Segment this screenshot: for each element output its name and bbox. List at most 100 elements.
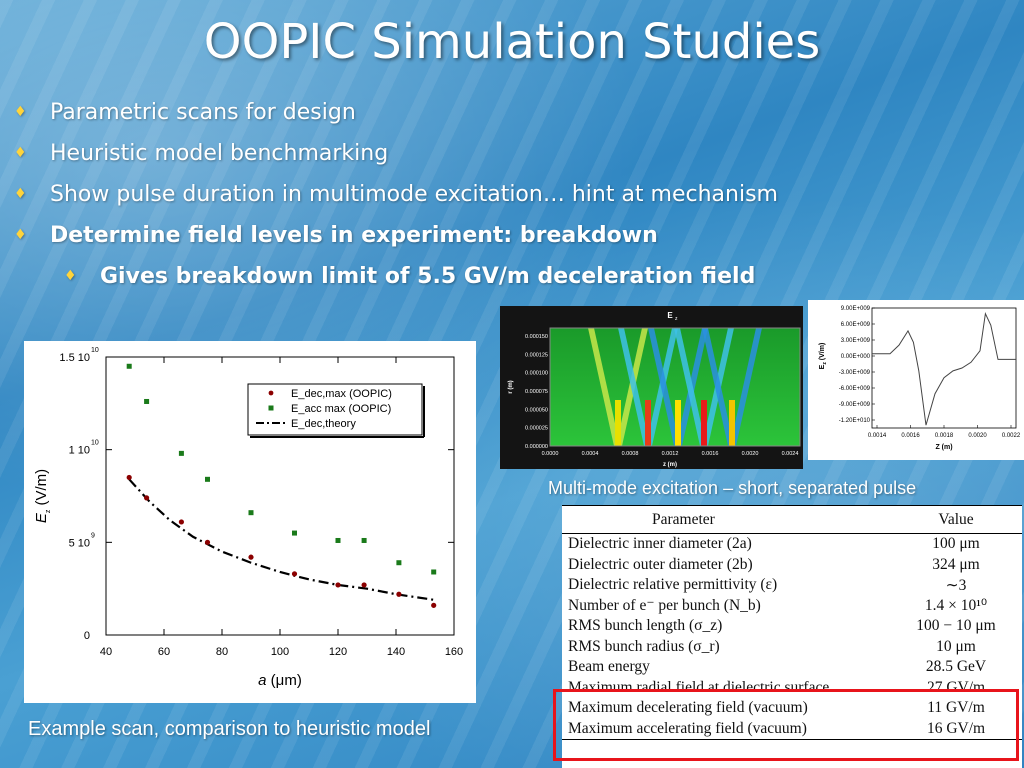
table-cell-value: 16 GV/m (926, 719, 986, 737)
heatmap-y-label: r (m) (508, 380, 514, 393)
acc-data-point (126, 363, 132, 369)
table-row: Maximum decelerating field (vacuum) 11 GV… (562, 698, 1022, 719)
table-cell-value: 100 μm (932, 535, 980, 553)
acc-data-point (178, 450, 184, 456)
table-cell-value: ∼3 (945, 576, 967, 594)
legend: E_dec,max (OOPIC) E_acc max (OOPIC) E_dec,… (247, 383, 425, 438)
diamond-bullet-icon: ♦ (14, 227, 27, 243)
acc-data-point (396, 560, 402, 566)
lineplot-x-tick-label: 0.0020 (968, 433, 987, 439)
parameter-table-panel: Parameter Value Dielectric inner diamete… (562, 505, 1022, 768)
table-cell-value: 1.4 × 10¹⁰ (924, 597, 988, 615)
plot-caption: Example scan, comparison to heuristic mo… (28, 718, 431, 740)
table-cell-value: 28.5 GeV (925, 658, 987, 676)
lineplot-y-tick-label: -3.00E+009 (839, 370, 871, 376)
dec-data-point (431, 602, 437, 608)
theory-curve (128, 478, 434, 601)
heatmap-title: E (667, 311, 673, 320)
heatmap-y-tick-label: 0.000100 (525, 371, 548, 377)
acc-data-point (144, 398, 150, 404)
dec-data-point (335, 582, 341, 588)
table-row: RMS bunch length (σ_z) 100 − 10 μm (562, 616, 1022, 637)
x-tick-label: 80 (216, 646, 228, 658)
field-wave-stripe (618, 328, 650, 446)
scatter-plot-panel: 40 60 80 100 120 140 160 0 5 10 9 1 10 10 1.5 10 10 a … (24, 341, 476, 703)
bullet-item: ♦ Determine field levels in experiment: b… (12, 215, 778, 256)
x-tick-label: 60 (158, 646, 170, 658)
y-tick-label: 0 (84, 630, 90, 642)
highlight-box (553, 689, 1019, 761)
x-axis-label: a (μm) (258, 672, 302, 689)
dec-data-point (396, 591, 402, 597)
y-axis-label: Ez (V/m) (33, 469, 52, 523)
legend-dec-marker (268, 390, 274, 396)
field-wave-stripe (674, 328, 706, 446)
heatmap-x-tick-label: 0.0000 (542, 451, 559, 457)
lineplot-x-tick-label: 0.0022 (1002, 433, 1021, 439)
y-tick-exponent: 9 (91, 532, 95, 539)
lineplot-y-label: Ez (V/m) (819, 343, 828, 370)
legend-dec-label: E_dec,max (OOPIC) (291, 388, 392, 400)
table-row: Dielectric inner diameter (2a) 100 μm (562, 534, 1022, 555)
lineplot-x-tick-label: 0.0016 (901, 433, 920, 439)
x-tick-label: 160 (445, 646, 463, 658)
slide-title: OOPIC Simulation Studies (203, 14, 821, 70)
diamond-bullet-icon: ♦ (14, 104, 27, 120)
diamond-bullet-icon: ♦ (14, 145, 27, 161)
table-row: Dielectric relative permittivity (ε) ∼3 (562, 575, 1022, 596)
table-cell-value: 11 GV/m (927, 699, 985, 717)
table-row: Beam energy 28.5 GeV (562, 657, 1022, 678)
acc-data-point (361, 537, 367, 543)
field-profile-curve (872, 312, 1016, 426)
lineplot-y-tick-label: 3.00E+009 (841, 338, 871, 344)
legend-acc-label: E_acc max (OOPIC) (291, 403, 391, 415)
x-tick-label: 100 (271, 646, 289, 658)
heatmap-title-sub: z (675, 316, 678, 322)
dec-data-point (248, 554, 254, 560)
lineplot-y-tick-label: -1.20E+010 (839, 418, 871, 424)
lineplot-x-tick-label: 0.0014 (868, 433, 887, 439)
field-wave-stripe (730, 328, 762, 446)
field-wave-stripe (588, 328, 620, 446)
lineplot-y-tick-label: -6.00E+009 (839, 386, 871, 392)
table-cell-parameter: Maximum decelerating field (vacuum) (568, 699, 808, 717)
bullet-text: Show pulse duration in multimode excitat… (50, 182, 778, 207)
x-tick-label: 40 (100, 646, 112, 658)
heatmap-x-tick-label: 0.0020 (742, 451, 759, 457)
lineplot-x-label: Z (m) (935, 444, 952, 451)
heatmap-x-tick-label: 0.0004 (582, 451, 599, 457)
y-tick-exponent: 10 (91, 440, 99, 447)
table-row: RMS bunch radius (σ_r) 10 μm (562, 637, 1022, 658)
acc-data-point (205, 476, 210, 482)
heatmap-x-tick-label: 0.0008 (622, 451, 639, 457)
y-tick-exponent: 10 (91, 347, 99, 354)
lineplot-x-tick-label: 0.0018 (935, 433, 954, 439)
field-core-stripe (675, 400, 681, 446)
heatmap-x-label: z (m) (663, 462, 677, 468)
table-header-row: Parameter Value (562, 505, 1022, 534)
heatmap-y-tick-label: 0.000050 (525, 407, 548, 413)
table-cell-value: 10 μm (936, 637, 976, 655)
table-row: Dielectric outer diameter (2b) 324 μm (562, 555, 1022, 576)
parameter-table: Parameter Value Dielectric inner diamete… (562, 505, 1022, 740)
dec-data-point (144, 495, 150, 501)
acc-data-point (292, 530, 297, 536)
dec-data-point (291, 571, 298, 577)
lineplot-frame (871, 307, 1017, 429)
dec-data-point (178, 519, 184, 525)
field-wave-stripe (648, 328, 680, 446)
diamond-bullet-icon: ♦ (14, 186, 27, 202)
heatmap-x-tick-label: 0.0012 (662, 451, 679, 457)
table-header-parameter: Parameter (652, 510, 715, 528)
heatmap-y-tick-label: 0.000125 (525, 352, 548, 358)
lineplot-y-tick-label: 6.00E+009 (841, 322, 871, 328)
table-cell-parameter: Beam energy (568, 658, 650, 676)
bullet-item: ♦ Show pulse duration in multimode excita… (12, 174, 778, 215)
table-cell-parameter: Dielectric outer diameter (2b) (568, 555, 753, 573)
heatmap-x-tick-label: 0.0016 (702, 451, 719, 457)
bullet-item: ♦ Heuristic model benchmarking (12, 133, 778, 174)
table-row: Number of e⁻ per bunch (N_b) 1.4 × 10¹⁰ (562, 596, 1022, 617)
